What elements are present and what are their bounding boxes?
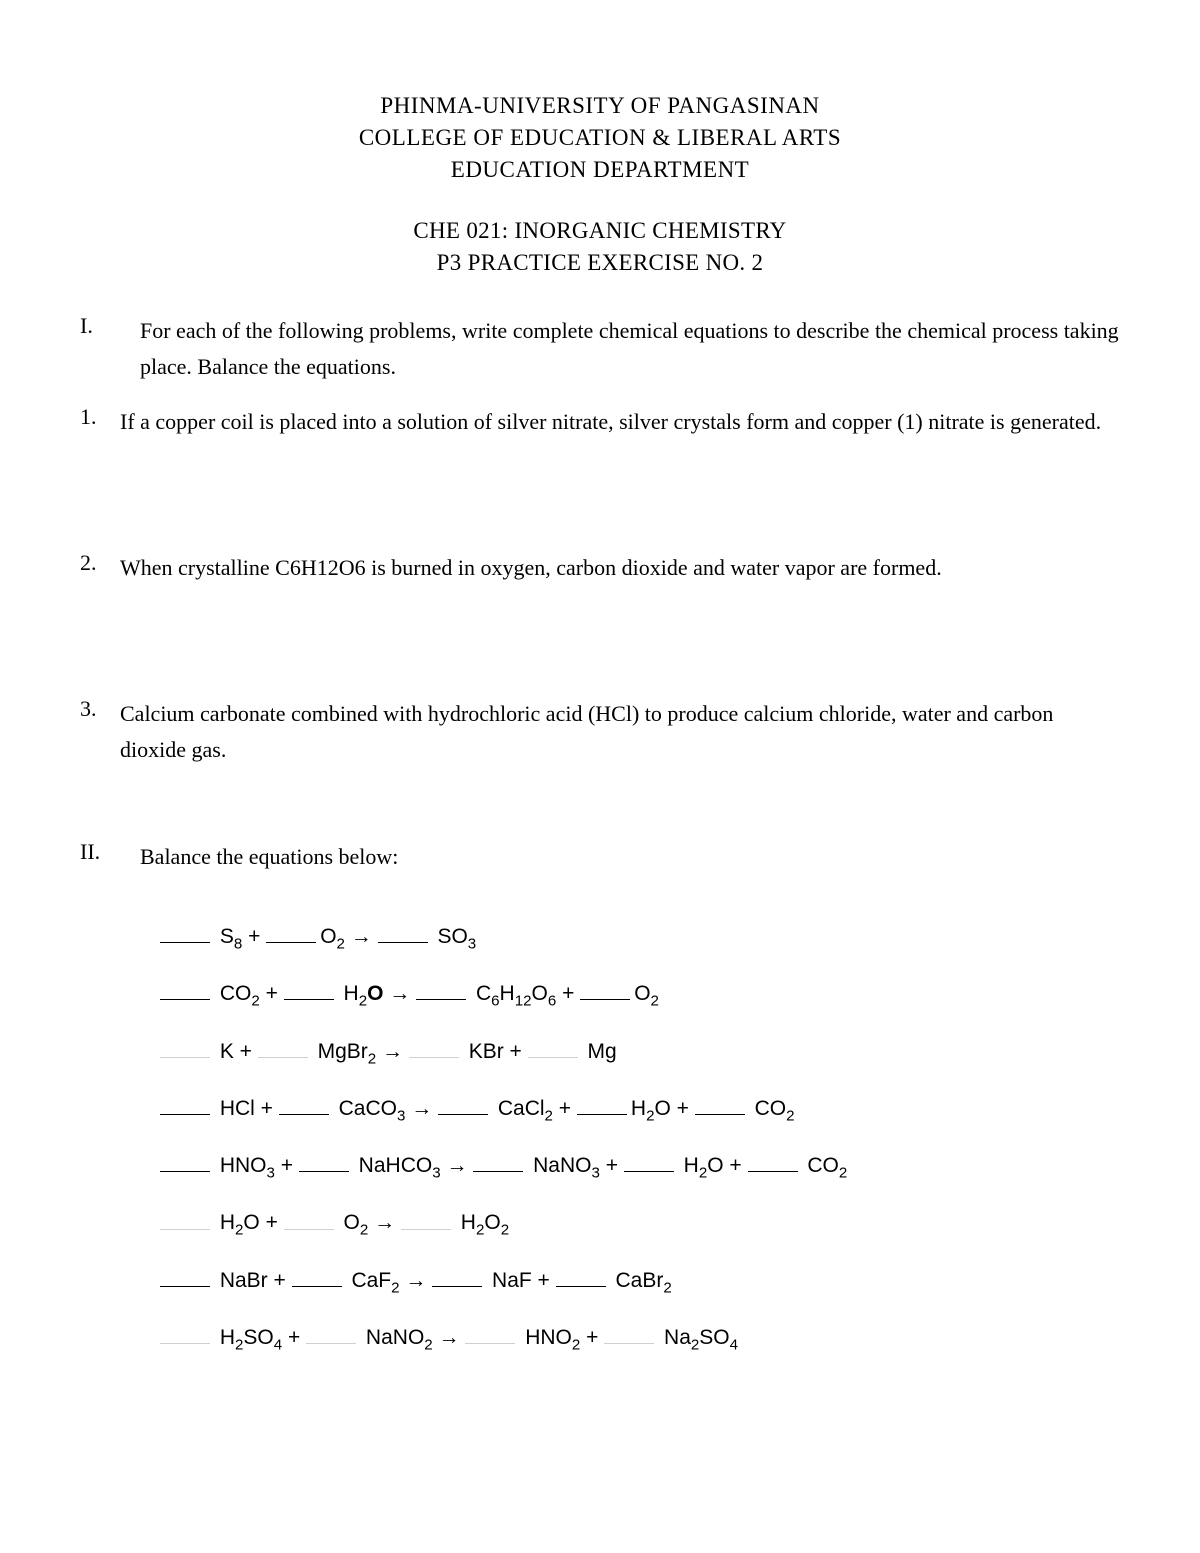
coeff-blank[interactable] bbox=[624, 1149, 674, 1172]
question-3: 3. Calcium carbonate combined with hydro… bbox=[80, 696, 1120, 769]
equation-5: HNO3 + NaHCO3 → NaNO3 + H2O + CO2 bbox=[160, 1149, 1120, 1178]
coeff-blank[interactable] bbox=[284, 1206, 334, 1229]
coeff-blank[interactable] bbox=[306, 1321, 356, 1344]
coeff-blank[interactable] bbox=[438, 1092, 488, 1115]
question-number: 2. bbox=[80, 550, 120, 586]
college-name: COLLEGE OF EDUCATION & LIBERAL ARTS bbox=[80, 122, 1120, 154]
question-text: When crystalline C6H12O6 is burned in ox… bbox=[120, 550, 942, 586]
section-one-intro: I. For each of the following problems, w… bbox=[80, 313, 1120, 386]
equation-4: HCl + CaCO3 → CaCl2 + H2O + CO2 bbox=[160, 1092, 1120, 1121]
equations-block: S8 + O2 → SO3 CO2 + H2O → C6H12O6 + O2 K… bbox=[80, 920, 1120, 1350]
coeff-blank[interactable] bbox=[695, 1092, 745, 1115]
equation-6: H2O + O2 → H2O2 bbox=[160, 1206, 1120, 1235]
section-two-intro: II. Balance the equations below: bbox=[80, 839, 1120, 875]
coeff-blank[interactable] bbox=[258, 1035, 308, 1058]
question-number: 1. bbox=[80, 404, 120, 440]
coeff-blank[interactable] bbox=[160, 1264, 210, 1287]
coeff-blank[interactable] bbox=[160, 1149, 210, 1172]
question-number: 3. bbox=[80, 696, 120, 769]
coeff-blank[interactable] bbox=[160, 977, 210, 1000]
equation-8: H2SO4 + NaNO2 → HNO2 + Na2SO4 bbox=[160, 1321, 1120, 1350]
equation-2: CO2 + H2O → C6H12O6 + O2 bbox=[160, 977, 1120, 1006]
equation-3: K + MgBr2 → KBr + Mg bbox=[160, 1035, 1120, 1064]
coeff-blank[interactable] bbox=[160, 1035, 210, 1058]
coeff-blank[interactable] bbox=[160, 1206, 210, 1229]
coeff-blank[interactable] bbox=[577, 1092, 627, 1115]
coeff-blank[interactable] bbox=[378, 920, 428, 943]
question-1: 1. If a copper coil is placed into a sol… bbox=[80, 404, 1120, 440]
equation-7: NaBr + CaF2 → NaF + CaBr2 bbox=[160, 1264, 1120, 1293]
coeff-blank[interactable] bbox=[401, 1206, 451, 1229]
course-code: CHE 021: INORGANIC CHEMISTRY bbox=[80, 215, 1120, 247]
coeff-blank[interactable] bbox=[528, 1035, 578, 1058]
coeff-blank[interactable] bbox=[580, 977, 630, 1000]
document-subheader: CHE 021: INORGANIC CHEMISTRY P3 PRACTICE… bbox=[80, 215, 1120, 279]
coeff-blank[interactable] bbox=[432, 1264, 482, 1287]
coeff-blank[interactable] bbox=[556, 1264, 606, 1287]
coeff-blank[interactable] bbox=[299, 1149, 349, 1172]
coeff-blank[interactable] bbox=[409, 1035, 459, 1058]
section-roman: I. bbox=[80, 313, 140, 386]
equation-1: S8 + O2 → SO3 bbox=[160, 920, 1120, 949]
coeff-blank[interactable] bbox=[748, 1149, 798, 1172]
question-text: Calcium carbonate combined with hydrochl… bbox=[120, 696, 1120, 769]
coeff-blank[interactable] bbox=[266, 920, 316, 943]
coeff-blank[interactable] bbox=[160, 920, 210, 943]
coeff-blank[interactable] bbox=[279, 1092, 329, 1115]
coeff-blank[interactable] bbox=[160, 1092, 210, 1115]
coeff-blank[interactable] bbox=[604, 1321, 654, 1344]
coeff-blank[interactable] bbox=[284, 977, 334, 1000]
exercise-title: P3 PRACTICE EXERCISE NO. 2 bbox=[80, 247, 1120, 279]
department-name: EDUCATION DEPARTMENT bbox=[80, 154, 1120, 186]
section-instruction: For each of the following problems, writ… bbox=[140, 313, 1120, 386]
section-instruction: Balance the equations below: bbox=[140, 839, 398, 875]
question-2: 2. When crystalline C6H12O6 is burned in… bbox=[80, 550, 1120, 586]
coeff-blank[interactable] bbox=[292, 1264, 342, 1287]
coeff-blank[interactable] bbox=[473, 1149, 523, 1172]
question-text: If a copper coil is placed into a soluti… bbox=[120, 404, 1101, 440]
coeff-blank[interactable] bbox=[416, 977, 466, 1000]
coeff-blank[interactable] bbox=[160, 1321, 210, 1344]
document-header: PHINMA-UNIVERSITY OF PANGASINAN COLLEGE … bbox=[80, 90, 1120, 187]
section-roman: II. bbox=[80, 839, 140, 875]
university-name: PHINMA-UNIVERSITY OF PANGASINAN bbox=[80, 90, 1120, 122]
coeff-blank[interactable] bbox=[465, 1321, 515, 1344]
